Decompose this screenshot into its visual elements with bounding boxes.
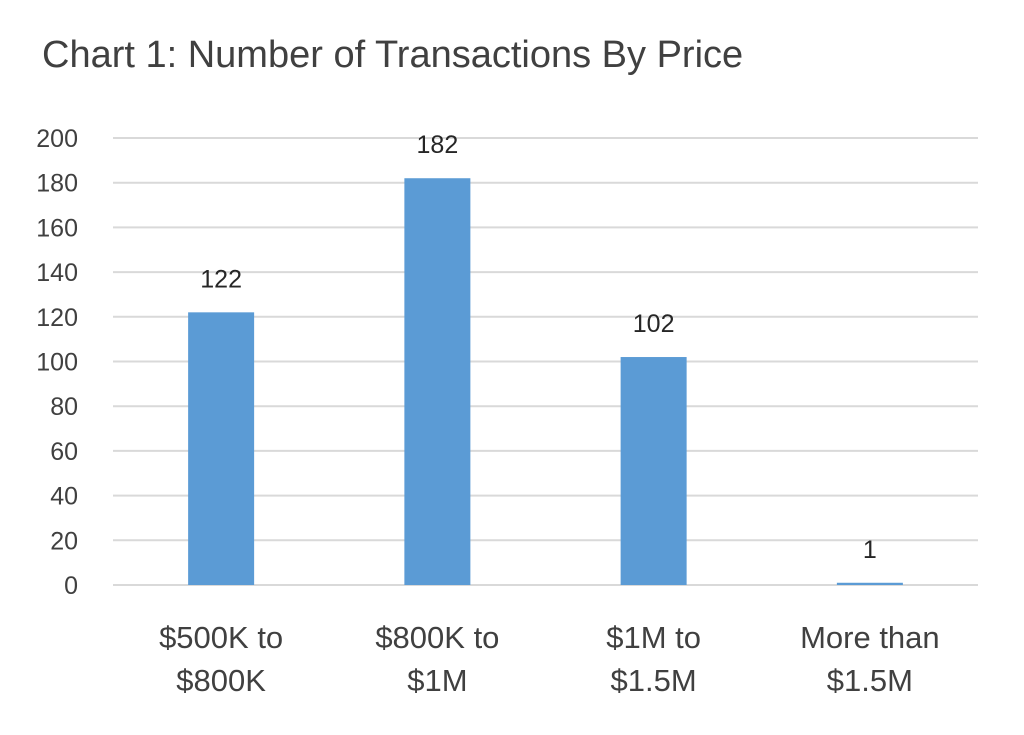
bar (836, 582, 903, 585)
x-axis: $500K to $800K $800K to $1M $1M to $1.5M More … (159, 620, 940, 698)
y-axis: 0 20 40 60 80 100 120 140 160 180 200 (36, 125, 78, 600)
bar (188, 312, 255, 585)
data-labels: 122 182 102 1 (200, 131, 877, 564)
y-tick-label: 120 (36, 304, 78, 332)
x-tick-label: $1M to (606, 620, 701, 655)
x-tick-label: $1M (407, 663, 467, 698)
y-tick-label: 40 (50, 483, 78, 511)
y-tick-label: 20 (50, 527, 78, 555)
y-tick-label: 100 (36, 349, 78, 377)
y-tick-label: 160 (36, 214, 78, 242)
bar (404, 178, 471, 586)
x-tick-label: More than (800, 620, 940, 655)
data-label: 1 (863, 536, 877, 564)
x-tick-label: $800K (176, 663, 266, 698)
bars (188, 178, 903, 586)
x-tick-label: $1.5M (611, 663, 697, 698)
x-tick-label: $1.5M (827, 663, 913, 698)
x-tick-label: $500K to (159, 620, 283, 655)
y-tick-label: 140 (36, 259, 78, 287)
y-tick-label: 0 (64, 572, 78, 600)
y-tick-label: 200 (36, 125, 78, 153)
chart-title: Chart 1: Number of Transactions By Price (42, 34, 743, 76)
y-tick-label: 80 (50, 393, 78, 421)
data-label: 182 (417, 131, 459, 159)
y-tick-label: 60 (50, 438, 78, 466)
bar (620, 357, 687, 585)
gridlines (113, 137, 978, 586)
y-tick-label: 180 (36, 170, 78, 198)
data-label: 122 (200, 265, 242, 293)
data-label: 102 (633, 310, 675, 338)
x-tick-label: $800K to (375, 620, 499, 655)
